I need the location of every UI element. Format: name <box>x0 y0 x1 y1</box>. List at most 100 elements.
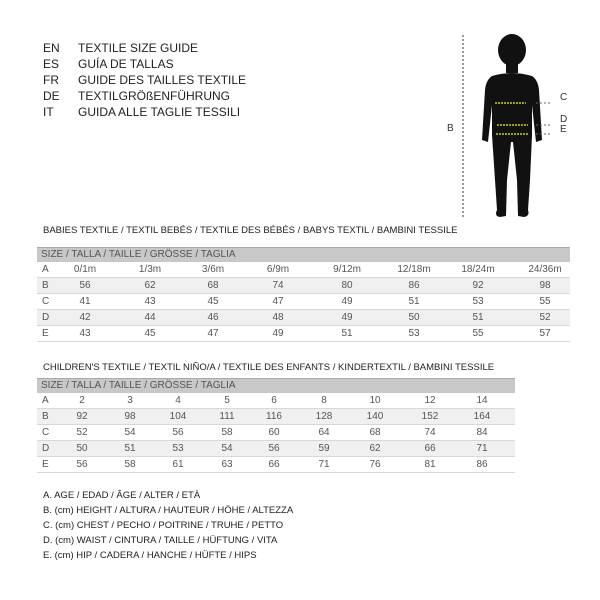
language-code: EN <box>43 41 60 55</box>
table-cell: 55 <box>472 328 484 339</box>
table-cell: 54 <box>124 427 136 438</box>
table-cell: 56 <box>172 427 184 438</box>
table-cell: 47 <box>207 328 219 339</box>
table-cell: 44 <box>144 312 156 323</box>
row-label: E <box>42 328 49 339</box>
table-cell: 51 <box>341 328 353 339</box>
table-cell: 66 <box>268 459 280 470</box>
table-cell: 41 <box>79 296 91 307</box>
legend-item: E. (cm) HIP / CADERA / HANCHE / HÜFTE / … <box>43 550 257 561</box>
table-cell: 43 <box>144 296 156 307</box>
row-label: D <box>42 443 50 454</box>
table-cell: 66 <box>424 443 436 454</box>
table-cell: 49 <box>341 312 353 323</box>
babies-size-table: SIZE / TALLA / TAILLE / GRÖSSE / TAGLIA … <box>37 247 570 342</box>
children-title: CHILDREN'S TEXTILE / TEXTIL NIÑO/A / TEX… <box>43 362 495 373</box>
table-cell: 116 <box>266 411 282 422</box>
table-cell: 49 <box>272 328 284 339</box>
babies-title: BABIES TEXTILE / TEXTIL BEBÉS / TEXTILE … <box>43 225 458 236</box>
table-row: E 56 58 61 63 66 71 76 81 86 <box>37 457 515 473</box>
table-cell: 1/3m <box>138 264 162 275</box>
table-cell: 57 <box>539 328 551 339</box>
guide-title: GUIDE DES TAILLES TEXTILE <box>78 73 247 87</box>
table-cell: 84 <box>476 427 488 438</box>
table-cell: 92 <box>472 280 484 291</box>
row-label: A <box>42 264 49 275</box>
table-cell: 74 <box>272 280 284 291</box>
table-cell: 3 <box>127 395 133 406</box>
label-d: D <box>560 114 568 125</box>
table-cell: 80 <box>341 280 353 291</box>
table-cell: 104 <box>169 411 187 422</box>
guide-title: TEXTILGRÖßENFÜHRUNG <box>78 89 231 103</box>
table-cell: 56 <box>268 443 280 454</box>
babies-table-header: SIZE / TALLA / TAILLE / GRÖSSE / TAGLIA <box>37 247 570 262</box>
table-cell: 51 <box>408 296 420 307</box>
table-cell: 59 <box>318 443 330 454</box>
table-cell: 14 <box>476 395 488 406</box>
table-cell: 50 <box>76 443 88 454</box>
table-cell: 68 <box>369 427 381 438</box>
table-cell: 86 <box>408 280 420 291</box>
table-cell: 54 <box>221 443 233 454</box>
table-cell: 2 <box>79 395 85 406</box>
table-row: D 42 44 46 48 49 50 51 52 <box>37 310 570 326</box>
row-label: B <box>42 280 49 291</box>
table-cell: 47 <box>272 296 284 307</box>
table-cell: 56 <box>76 459 88 470</box>
table-cell: 42 <box>79 312 91 323</box>
row-label: D <box>42 312 50 323</box>
table-row: D 50 51 53 54 56 59 62 66 71 <box>37 441 515 457</box>
table-cell: 164 <box>473 411 491 422</box>
table-cell: 8 <box>321 395 327 406</box>
guide-title: GUIDA ALLE TAGLIE TESSILI <box>78 105 241 119</box>
table-cell: 98 <box>124 411 136 422</box>
table-row: B 56 62 68 74 80 86 92 98 <box>37 278 570 294</box>
table-row: E 43 45 47 49 51 53 55 57 <box>37 326 570 342</box>
table-cell: 43 <box>79 328 91 339</box>
table-cell: 5 <box>224 395 230 406</box>
table-cell: 12/18m <box>397 264 431 275</box>
table-cell: 51 <box>472 312 484 323</box>
children-size-table: SIZE / TALLA / TAILLE / GRÖSSE / TAGLIA … <box>37 378 515 473</box>
table-cell: 61 <box>172 459 184 470</box>
table-row: A 0/1m 1/3m 3/6m 6/9m 9/12m 12/18m 18/24m 24/36m <box>37 262 570 278</box>
table-cell: 68 <box>207 280 219 291</box>
table-row: A 2 3 4 5 6 8 10 12 14 <box>37 393 515 409</box>
legend-item: A. AGE / EDAD / ÂGE / ALTER / ETÀ <box>43 490 201 501</box>
legend-item: B. (cm) HEIGHT / ALTURA / HAUTEUR / HÖHE… <box>43 505 294 516</box>
legend-item: D. (cm) WAIST / CINTURA / TAILLE / HÜFTU… <box>43 535 278 546</box>
table-cell: 152 <box>421 411 439 422</box>
row-label: C <box>42 427 50 438</box>
language-code: FR <box>43 73 59 87</box>
table-cell: 81 <box>424 459 436 470</box>
table-cell: 128 <box>315 411 333 422</box>
table-cell: 24/36m <box>528 264 562 275</box>
table-cell: 74 <box>424 427 436 438</box>
table-cell: 86 <box>476 459 488 470</box>
label-b: B <box>447 123 454 134</box>
table-cell: 92 <box>76 411 88 422</box>
table-cell: 62 <box>144 280 156 291</box>
language-code: DE <box>43 89 60 103</box>
row-label: A <box>42 395 49 406</box>
table-cell: 71 <box>476 443 488 454</box>
table-cell: 3/6m <box>201 264 225 275</box>
row-label: E <box>42 459 49 470</box>
table-cell: 58 <box>221 427 233 438</box>
legend-item: C. (cm) CHEST / PECHO / POITRINE / TRUHE… <box>43 520 284 531</box>
table-cell: 53 <box>408 328 420 339</box>
table-cell: 55 <box>539 296 551 307</box>
guide-title: TEXTILE SIZE GUIDE <box>78 41 199 55</box>
table-cell: 45 <box>144 328 156 339</box>
table-cell: 63 <box>221 459 233 470</box>
label-c: C <box>560 92 568 103</box>
table-cell: 10 <box>369 395 381 406</box>
table-cell: 6 <box>271 395 277 406</box>
table-cell: 98 <box>539 280 551 291</box>
table-cell: 46 <box>207 312 219 323</box>
table-cell: 140 <box>366 411 384 422</box>
table-cell: 76 <box>369 459 381 470</box>
table-cell: 52 <box>539 312 551 323</box>
